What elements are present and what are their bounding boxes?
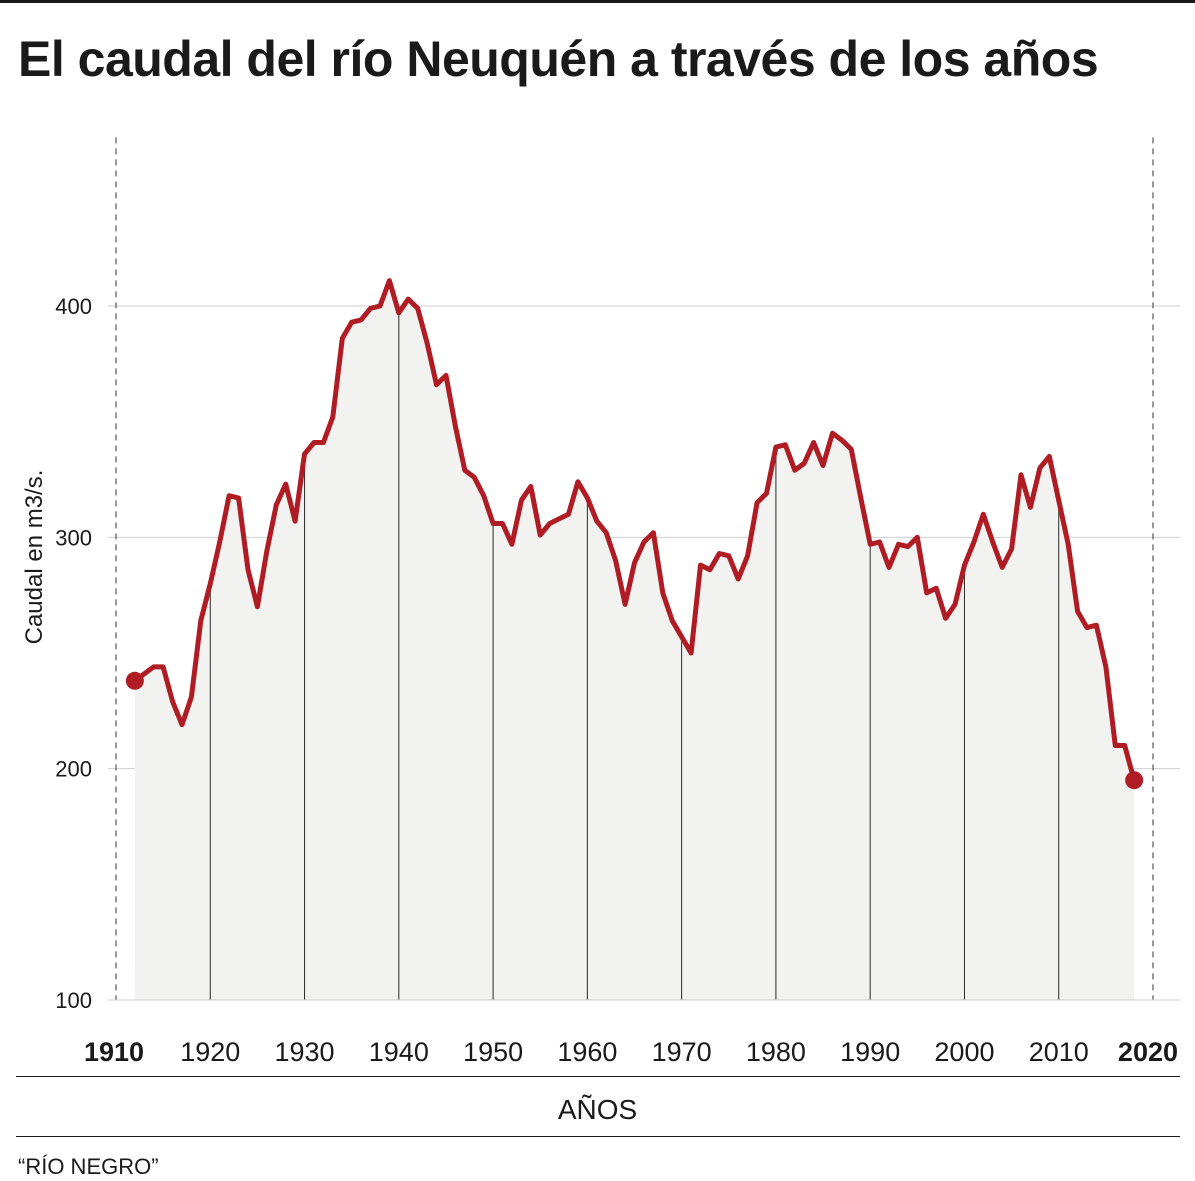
y-tick-400: 400 [55, 294, 92, 319]
y-tick-100: 100 [55, 988, 92, 1013]
endpoint-marker-2018 [1125, 771, 1144, 790]
chart-title: El caudal del río Neuquén a través de lo… [18, 31, 1099, 87]
x-tick-1990: 1990 [840, 1037, 900, 1067]
endpoint-markers [125, 671, 1144, 790]
x-tick-1940: 1940 [369, 1037, 429, 1067]
x-axis-title: AÑOS [557, 1094, 638, 1125]
top-rule [0, 0, 1195, 3]
x-tick-1910: 1910 [84, 1037, 144, 1067]
boundary-lines [108, 137, 1180, 1001]
source-note: “RÍO NEGRO” [18, 1154, 159, 1179]
series-line [132, 278, 1137, 783]
x-axis: 1910 1920 1930 1940 1950 1960 1970 1980 1990 2000… [84, 1037, 1178, 1067]
y-axis: 100 200 300 400 [55, 294, 92, 1013]
x-tick-1930: 1930 [275, 1037, 335, 1067]
x-tick-1920: 1920 [180, 1037, 240, 1067]
y-axis-label: Caudal en m3/s. [21, 470, 48, 645]
decade-lines [209, 312, 1060, 1000]
x-tick-2000: 2000 [934, 1037, 994, 1067]
axis-rule-top [16, 1076, 1180, 1077]
endpoint-marker-1912 [125, 671, 144, 690]
x-tick-1970: 1970 [652, 1037, 712, 1067]
x-tick-1980: 1980 [746, 1037, 806, 1067]
axis-rule-bottom [16, 1136, 1180, 1137]
y-tick-200: 200 [55, 757, 92, 782]
area-fill [134, 280, 1135, 1001]
x-tick-1950: 1950 [463, 1037, 523, 1067]
x-tick-2010: 2010 [1029, 1037, 1089, 1067]
x-tick-2020: 2020 [1118, 1037, 1178, 1067]
x-tick-1960: 1960 [557, 1037, 617, 1067]
y-tick-300: 300 [55, 525, 92, 550]
